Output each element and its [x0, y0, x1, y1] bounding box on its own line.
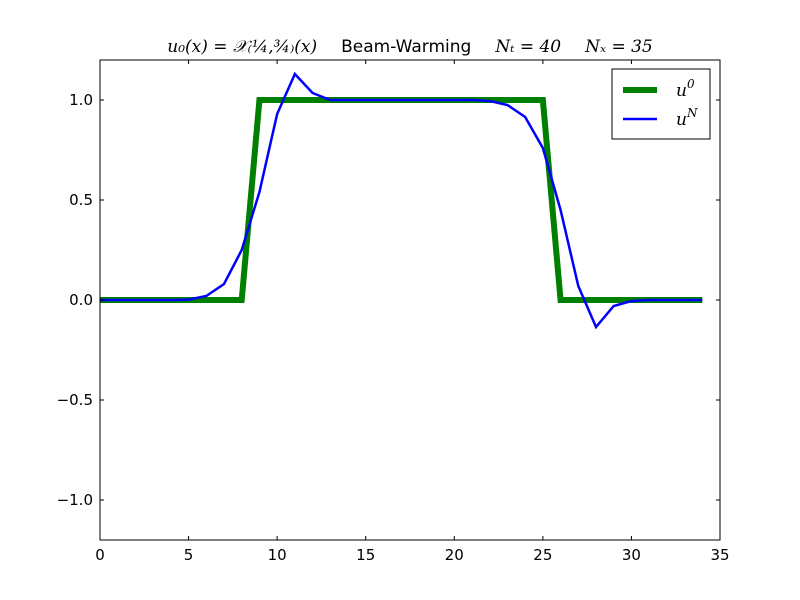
x-tick-label: 0 — [95, 546, 105, 564]
y-tick-label: 1.0 — [69, 91, 93, 109]
title-initial-condition: u₀(x) = 𝒳₍¼,¾₎(x) — [167, 37, 317, 57]
title-method: Beam-Warming — [341, 37, 471, 57]
x-tick-label: 20 — [445, 546, 464, 564]
y-tick-label: 0.0 — [69, 291, 93, 309]
title-nt: Nₜ = 40 — [494, 37, 561, 57]
series-line-uN — [100, 71, 703, 330]
y-tick-label: −1.0 — [57, 491, 93, 509]
legend: u0 uN — [611, 68, 711, 140]
axes-frame — [99, 59, 721, 541]
x-tick-label: 25 — [533, 546, 552, 564]
x-tick-label: 15 — [356, 546, 375, 564]
x-tick-label: 10 — [268, 546, 287, 564]
legend-label-uN: uN — [676, 106, 698, 130]
x-tick-label: 30 — [622, 546, 641, 564]
title-nx: Nₓ = 35 — [584, 37, 653, 57]
legend-box — [611, 68, 711, 140]
x-tick-label: 35 — [710, 546, 729, 564]
y-tick-label: −0.5 — [57, 391, 93, 409]
x-tick-label: 5 — [184, 546, 194, 564]
legend-label-u0: u0 — [676, 77, 695, 101]
chart-title: u₀(x) = 𝒳₍¼,¾₎(x) Beam-Warming Nₜ = 40 Nₓ =… — [167, 37, 652, 57]
y-tick-label: 0.5 — [69, 191, 93, 209]
